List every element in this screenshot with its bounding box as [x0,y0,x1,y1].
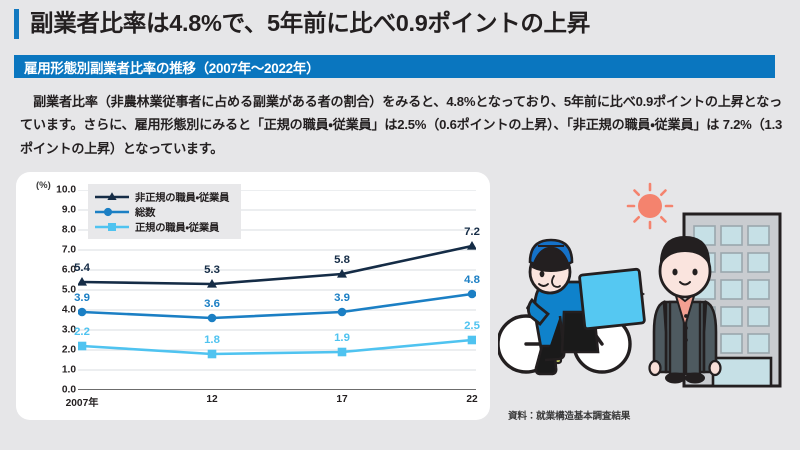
legend-item-1: 総数 [94,204,229,219]
chart-point-label: 2.5 [464,320,480,332]
chart-point-label: 1.8 [204,334,220,346]
chart-plot-area: 5.4 5.3 5.8 7.2 3.9 3.6 3.9 4.8 2.2 1.8 1.9 2.5 [74,190,480,390]
page-header: 副業者比率は4.8%で、5年前に比べ0.9ポイントの上昇 [0,0,800,48]
legend-label-0: 非正規の職員・従業員 [135,193,230,204]
illustration-group [498,176,790,400]
chart-point-label: 7.2 [464,226,480,238]
chart-subtitle-band: 雇用形態別副業者比率の推移（2007年〜2022年） [14,55,775,78]
chart-line-series-1 [80,292,474,320]
y-axis-tick: 1.0 [61,364,76,376]
legend-marker-triangle-icon [95,191,129,200]
chart-marker [337,269,347,278]
chart-legend: 非正規の職員・従業員 総数 正規の職員・従業員 [88,184,242,239]
chart-marker [467,289,476,299]
x-axis-tick: 2007年 [65,398,99,409]
chart-point-label: 3.6 [204,298,220,310]
legend-marker-circle-icon [95,207,129,216]
chart-y-axis: 10.0 9.0 8.0 7.0 6.0 5.0 4.0 3.0 2.0 1.0 0.0 [30,185,76,396]
y-axis-tick: 10.0 [56,184,76,196]
chart-marker [467,335,476,345]
chart-point-label: 5.8 [334,254,350,266]
y-axis-tick: 3.0 [61,324,76,336]
chart-gridlines [78,190,476,390]
legend-item-0: 非正規の職員・従業員 [94,189,229,204]
chart-point-label: 5.3 [204,264,220,276]
chart-marker [337,307,347,317]
chart-marker [207,279,217,288]
chart-line-series-0 [80,244,474,286]
y-axis-tick: 2.0 [61,344,76,356]
y-axis-tick: 4.0 [61,304,76,316]
sun-icon [626,182,674,230]
y-axis-tick: 0.0 [61,384,76,396]
chart-unit-label: (%) [36,180,51,191]
chart-point-label: 5.4 [74,262,90,274]
chart-card: (%) 10.0 9.0 8.0 7.0 6.0 5.0 4.0 3.0 2.0 1.0 0.0 2… [16,172,490,420]
chart-point-label: 3.9 [74,292,90,304]
chart-marker [207,313,217,323]
chart-marker [78,307,87,317]
title-accent-bar [14,9,19,39]
legend-label-2: 正規の職員・従業員 [135,223,220,234]
x-axis-tick: 22 [466,394,478,405]
y-axis-tick: 5.0 [61,284,76,296]
chart-point-label: 1.9 [334,332,350,344]
chart-marker [78,341,87,351]
chart-marker [78,277,87,286]
body-paragraph: 副業者比率（非農林業従事者に占める副業がある者の割合）をみると、4.8%となって… [20,94,782,156]
x-axis-tick: 12 [206,394,218,405]
chart-marker [467,241,476,250]
chart-point-label: 2.2 [74,326,90,338]
source-note: 資料：就業構造基本調査結果 [508,411,631,422]
y-axis-tick: 9.0 [61,204,76,216]
chart-area: (%) 10.0 9.0 8.0 7.0 6.0 5.0 4.0 3.0 2.0 1.0 0.0 2… [16,172,490,420]
chart-marker [207,349,217,359]
chart-marker [337,347,347,357]
chart-line-series-2 [80,338,474,356]
chart-series-group [78,241,476,359]
y-axis-tick: 7.0 [61,244,76,256]
body-paragraph-block: 副業者比率（非農林業従事者に占める副業がある者の割合）をみると、4.8%となって… [20,90,782,160]
delivery-cyclist-illustration [498,238,646,376]
x-axis-tick: 17 [336,394,348,405]
y-axis-tick: 6.0 [61,264,76,276]
chart-x-axis: 2007年 12 17 22 [66,394,478,412]
chart-point-label: 4.8 [464,274,480,286]
page-title: 副業者比率は4.8%で、5年前に比べ0.9ポイントの上昇 [30,10,590,37]
chart-svg [78,190,476,390]
legend-item-2: 正規の職員・従業員 [94,219,229,234]
legend-marker-square-icon [95,222,129,231]
y-axis-tick: 8.0 [61,224,76,236]
legend-label-1: 総数 [135,208,156,219]
businessman-illustration [648,236,722,384]
chart-point-label: 3.9 [334,292,350,304]
chart-subtitle-label: 雇用形態別副業者比率の推移（2007年〜2022年） [24,60,320,76]
